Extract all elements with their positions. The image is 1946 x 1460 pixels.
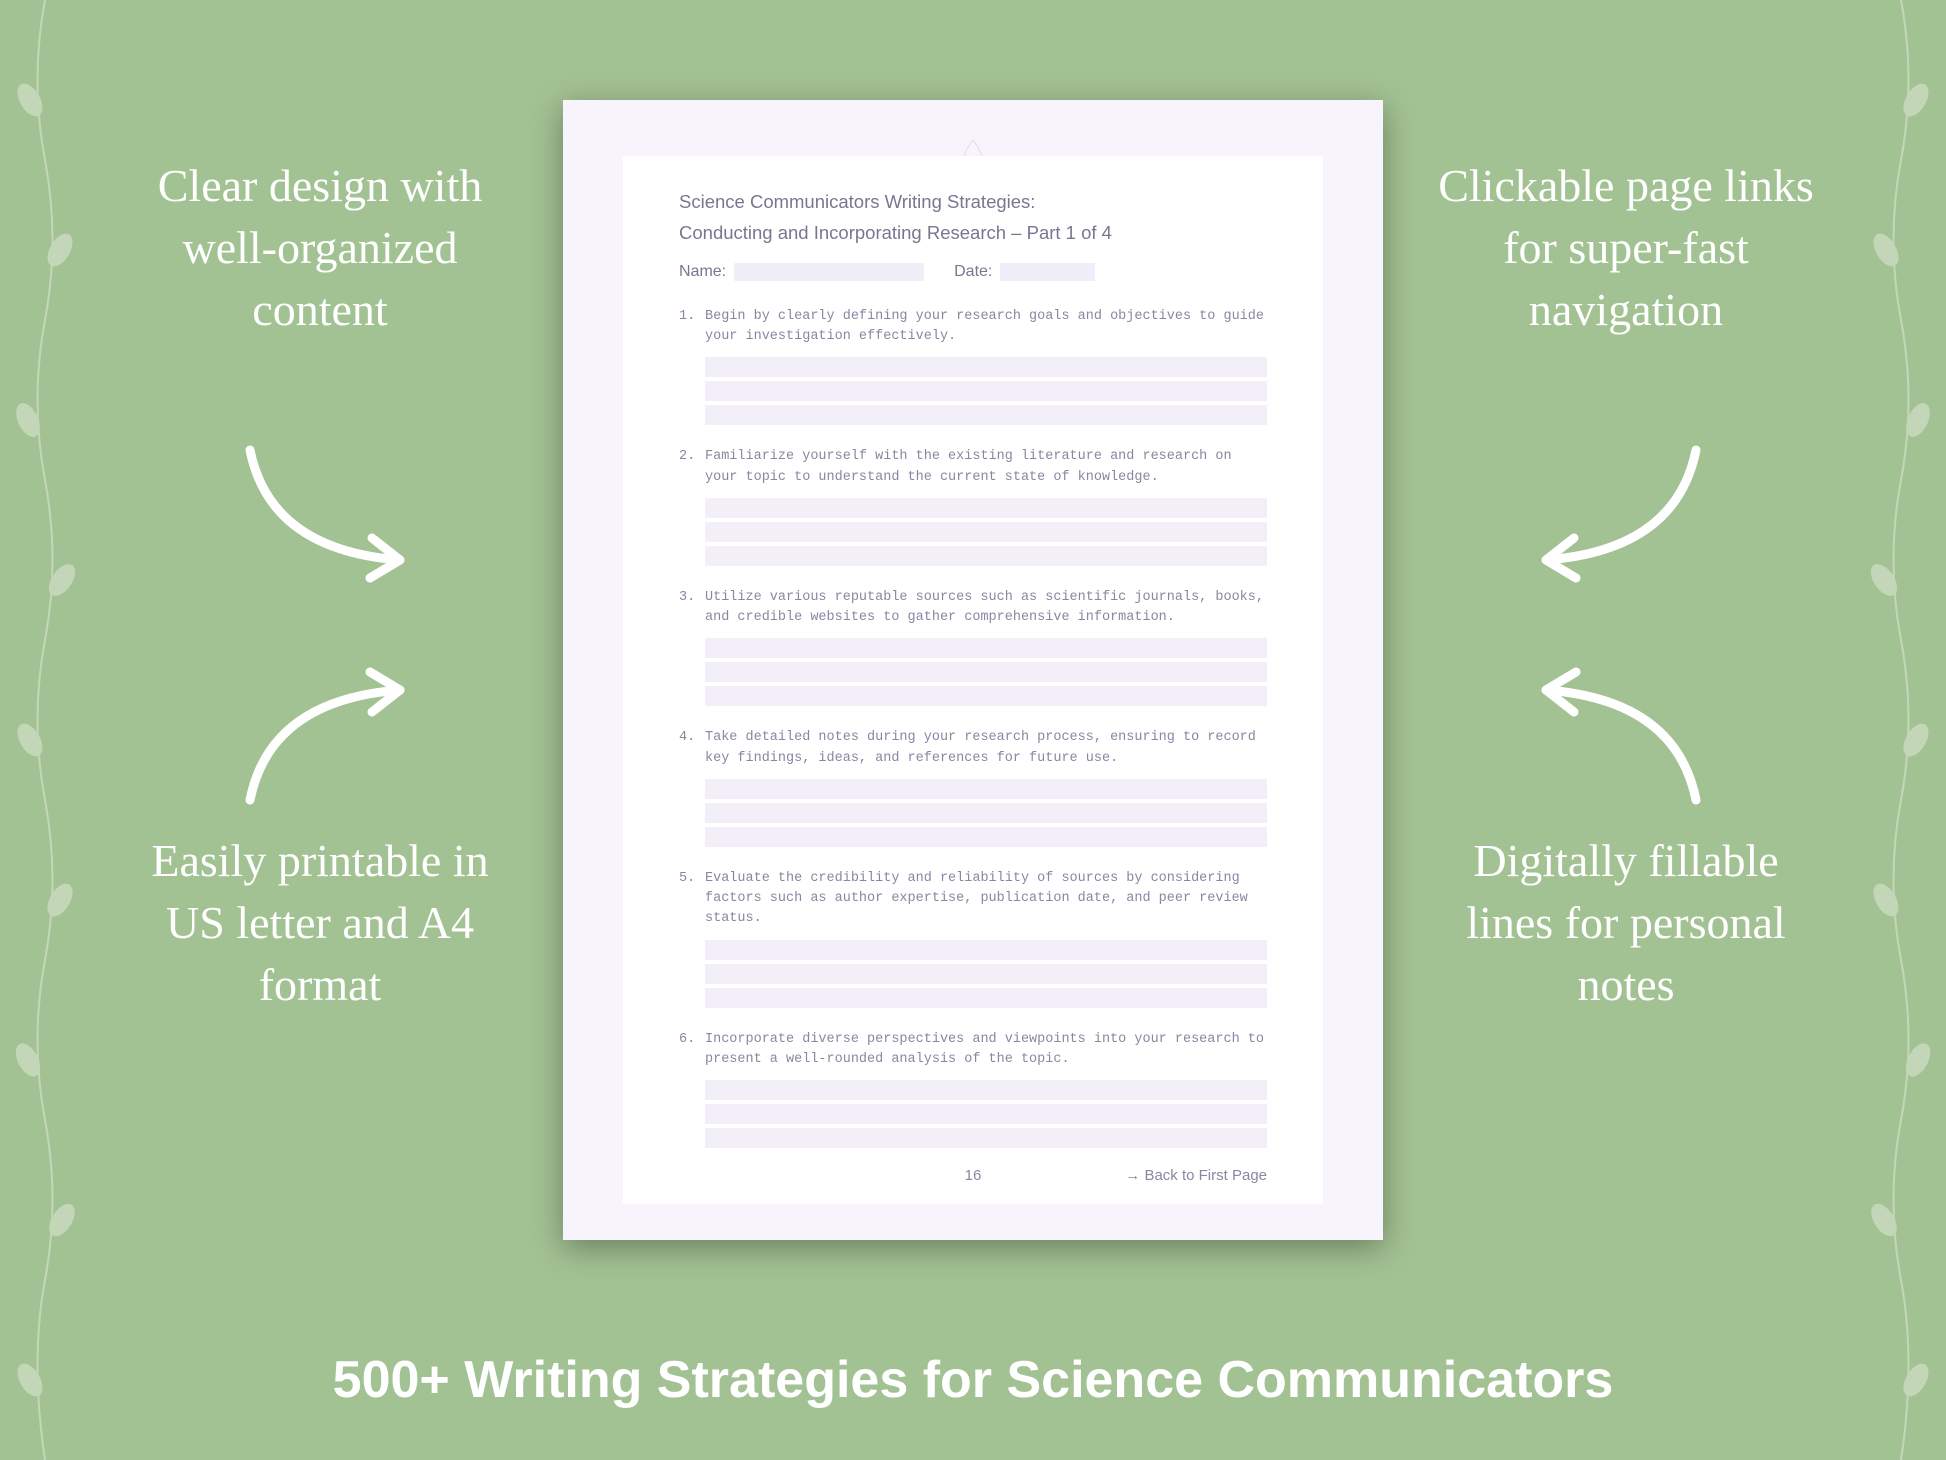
item-text: Utilize various reputable sources such a… xyxy=(705,588,1267,629)
document-page: Science Communicators Writing Strategies… xyxy=(563,100,1383,1240)
callout-bottom-right: Digitally fillable lines for personal no… xyxy=(1436,830,1816,1016)
fillable-line[interactable] xyxy=(705,546,1267,566)
fillable-line[interactable] xyxy=(705,686,1267,706)
fillable-line[interactable] xyxy=(705,827,1267,847)
fillable-lines[interactable] xyxy=(705,779,1267,847)
date-input[interactable] xyxy=(1000,263,1095,281)
fillable-lines[interactable] xyxy=(705,940,1267,1008)
fillable-line[interactable] xyxy=(705,522,1267,542)
item-number: 4. xyxy=(679,728,697,769)
item-number: 1. xyxy=(679,307,697,348)
fillable-line[interactable] xyxy=(705,638,1267,658)
arrow-top-left xyxy=(230,430,430,590)
item-text: Begin by clearly defining your research … xyxy=(705,307,1267,348)
page-title-line2: Conducting and Incorporating Research – … xyxy=(679,217,1267,248)
callout-bottom-left: Easily printable in US letter and A4 for… xyxy=(130,830,510,1016)
worksheet-item: 1.Begin by clearly defining your researc… xyxy=(679,307,1267,348)
worksheet-item: 4.Take detailed notes during your resear… xyxy=(679,728,1267,769)
callout-top-left: Clear design with well-organized content xyxy=(130,155,510,341)
page-number: 16 xyxy=(965,1167,982,1184)
page-title-line1: Science Communicators Writing Strategies… xyxy=(679,186,1267,217)
worksheet-item: 2.Familiarize yourself with the existing… xyxy=(679,447,1267,488)
fillable-line[interactable] xyxy=(705,1104,1267,1124)
arrow-bottom-right xyxy=(1516,660,1716,820)
item-text: Incorporate diverse perspectives and vie… xyxy=(705,1030,1267,1071)
item-number: 3. xyxy=(679,588,697,629)
page-inner: Science Communicators Writing Strategies… xyxy=(623,156,1323,1204)
fillable-line[interactable] xyxy=(705,988,1267,1008)
item-text: Evaluate the credibility and reliability… xyxy=(705,869,1267,930)
fillable-line[interactable] xyxy=(705,498,1267,518)
fillable-line[interactable] xyxy=(705,662,1267,682)
fillable-line[interactable] xyxy=(705,964,1267,984)
fillable-line[interactable] xyxy=(705,357,1267,377)
page-title: Science Communicators Writing Strategies… xyxy=(679,186,1267,249)
item-number: 5. xyxy=(679,869,697,930)
bottom-title: 500+ Writing Strategies for Science Comm… xyxy=(0,1350,1946,1410)
date-label: Date: xyxy=(954,263,992,281)
fillable-line[interactable] xyxy=(705,1080,1267,1100)
vine-decoration-right xyxy=(1856,0,1946,1460)
callout-top-right: Clickable page links for super-fast navi… xyxy=(1436,155,1816,341)
vine-decoration-left xyxy=(0,0,90,1460)
name-date-row: Name: Date: xyxy=(679,263,1267,281)
item-number: 6. xyxy=(679,1030,697,1071)
fillable-lines[interactable] xyxy=(705,498,1267,566)
fillable-lines[interactable] xyxy=(705,1080,1267,1148)
page-footer: 16 → Back to First Page xyxy=(679,1167,1267,1184)
name-input[interactable] xyxy=(734,263,924,281)
worksheet-item: 5.Evaluate the credibility and reliabili… xyxy=(679,869,1267,930)
fillable-line[interactable] xyxy=(705,1128,1267,1148)
item-text: Familiarize yourself with the existing l… xyxy=(705,447,1267,488)
worksheet-item: 3.Utilize various reputable sources such… xyxy=(679,588,1267,629)
back-to-first-page-link[interactable]: → Back to First Page xyxy=(1125,1167,1267,1184)
name-label: Name: xyxy=(679,263,726,281)
fillable-lines[interactable] xyxy=(705,357,1267,425)
fillable-line[interactable] xyxy=(705,779,1267,799)
fillable-line[interactable] xyxy=(705,940,1267,960)
item-text: Take detailed notes during your research… xyxy=(705,728,1267,769)
worksheet-item: 6.Incorporate diverse perspectives and v… xyxy=(679,1030,1267,1071)
item-number: 2. xyxy=(679,447,697,488)
fillable-line[interactable] xyxy=(705,405,1267,425)
fillable-line[interactable] xyxy=(705,803,1267,823)
fillable-lines[interactable] xyxy=(705,638,1267,706)
arrow-bottom-left xyxy=(230,660,430,820)
fillable-line[interactable] xyxy=(705,381,1267,401)
arrow-top-right xyxy=(1516,430,1716,590)
